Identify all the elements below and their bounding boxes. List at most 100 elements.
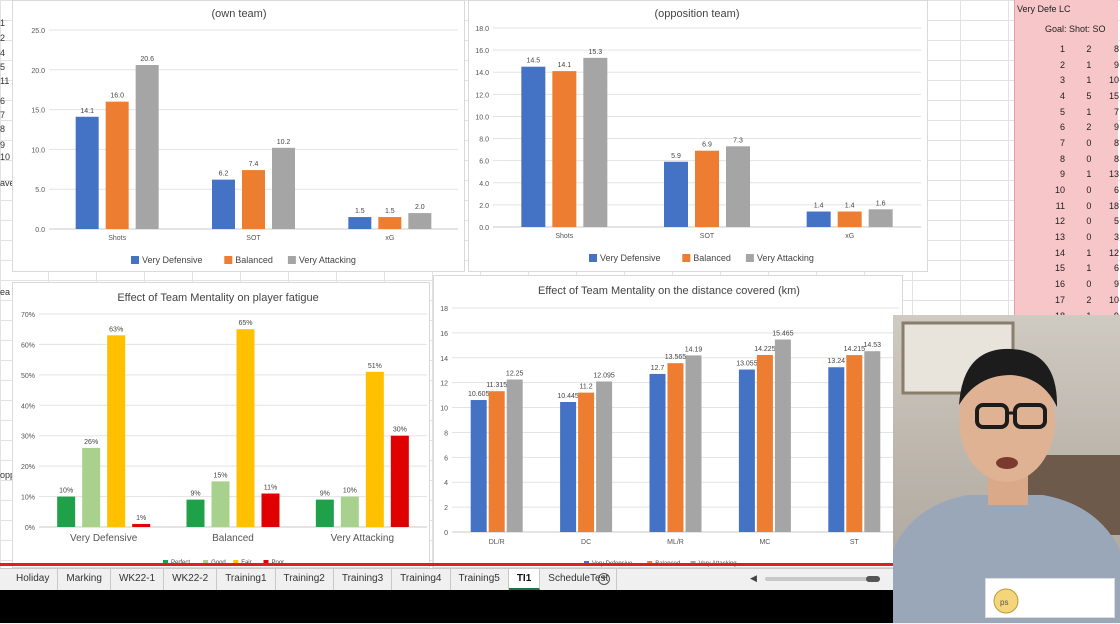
table-cell[interactable]: 0 xyxy=(1086,279,1092,290)
legend-swatch xyxy=(589,254,597,262)
table-cell[interactable]: 2 xyxy=(1086,294,1092,305)
table-cell[interactable]: 1 xyxy=(1086,169,1092,180)
table-row[interactable]: 5 1 7 xyxy=(1015,104,1119,120)
table-cell[interactable]: 0 xyxy=(1086,137,1092,148)
table-cell[interactable]: 4 xyxy=(1060,90,1066,101)
category-label: MC xyxy=(759,539,770,546)
table-row[interactable]: 15 1 6 xyxy=(1015,261,1119,277)
table-row[interactable]: 2 1 9 xyxy=(1015,57,1119,73)
table-cell[interactable]: 15 xyxy=(1055,263,1066,274)
table-cell[interactable]: 9 xyxy=(1113,279,1119,290)
row-number: 1 xyxy=(0,18,6,28)
table-cell[interactable]: 12 xyxy=(1108,247,1119,258)
table-cell[interactable]: 1 xyxy=(1086,59,1092,70)
table-cell[interactable]: 13 xyxy=(1108,169,1119,180)
sheet-tab[interactable]: Training2 xyxy=(276,569,334,590)
table-cell[interactable]: 2 xyxy=(1086,43,1092,54)
chart-distance-covered[interactable]: 0 2 4 6 8 10 12 14 16 18 Effect of Team Mentality … xyxy=(433,275,903,568)
bar xyxy=(828,367,845,532)
table-cell[interactable]: 10 xyxy=(1055,185,1066,196)
table-row[interactable]: 16 0 9 xyxy=(1015,276,1119,292)
y-tick-label: 16.0 xyxy=(475,48,489,55)
pink-data-column[interactable]: Very Defe LC Goal: Shot: SO 1 2 8 2 1 9 3 1 10 4 5… xyxy=(1014,0,1119,368)
table-cell[interactable]: 5 xyxy=(1113,216,1119,227)
table-cell[interactable]: 3 xyxy=(1060,75,1066,86)
table-cell[interactable]: 6 xyxy=(1060,122,1066,133)
table-cell[interactable]: 8 xyxy=(1060,153,1066,164)
table-cell[interactable]: 18 xyxy=(1108,200,1119,211)
table-cell[interactable]: 13 xyxy=(1055,232,1066,243)
table-cell[interactable]: 1 xyxy=(1060,43,1066,54)
table-row[interactable]: 11 0 18 xyxy=(1015,198,1119,214)
data-label: 26% xyxy=(84,439,98,446)
sheet-tab[interactable]: Marking xyxy=(58,569,111,590)
chart-player-fatigue[interactable]: 0% 10% 20% 30% 40% 50% 60% 70% Effect of Team Me… xyxy=(12,282,430,568)
sheet-tab[interactable]: Holiday xyxy=(8,569,59,590)
table-row[interactable]: 6 2 9 xyxy=(1015,119,1119,135)
add-sheet-icon[interactable]: + xyxy=(598,573,610,585)
table-cell[interactable]: 1 xyxy=(1086,75,1092,86)
table-cell[interactable]: 16 xyxy=(1055,279,1066,290)
table-cell[interactable]: 2 xyxy=(1086,122,1092,133)
table-row[interactable]: 8 0 8 xyxy=(1015,151,1119,167)
table-cell[interactable]: 7 xyxy=(1113,106,1119,117)
table-row[interactable]: 7 0 8 xyxy=(1015,135,1119,151)
table-row[interactable]: 9 1 13 xyxy=(1015,167,1119,183)
chart-opposition-team[interactable]: 0.0 2.0 4.0 6.0 8.0 10.0 12.0 14.0 16.0 18.0 (oppo… xyxy=(468,0,928,272)
chart-own-team[interactable]: 0.0 5.0 10.0 15.0 20.0 25.0 (own team) 14.1 16.0… xyxy=(12,0,465,272)
sheet-tab[interactable]: Training5 xyxy=(451,569,509,590)
table-row[interactable]: 13 0 3 xyxy=(1015,229,1119,245)
row-number: 8 xyxy=(0,124,6,134)
scrollbar-thumb[interactable] xyxy=(866,576,880,582)
table-cell[interactable]: 8 xyxy=(1113,137,1119,148)
table-cell[interactable]: 6 xyxy=(1113,263,1119,274)
sheet-tab[interactable]: Training4 xyxy=(392,569,451,590)
table-cell[interactable]: 1 xyxy=(1086,106,1092,117)
table-cell[interactable]: 8 xyxy=(1113,153,1119,164)
data-label: 10.445 xyxy=(557,393,579,400)
table-cell[interactable]: 0 xyxy=(1086,216,1092,227)
table-row[interactable]: 1 2 8 xyxy=(1015,41,1119,57)
table-row[interactable]: 17 2 10 xyxy=(1015,292,1119,308)
scroll-left-icon[interactable]: ◀ xyxy=(750,573,757,583)
spreadsheet-grid[interactable]: 1 2 4 5 11 6 7 8 9 10 ave ea opp 0.0 5.0 10.0 15.0 20.0 2… xyxy=(0,0,1120,568)
table-row[interactable]: 4 5 15 xyxy=(1015,88,1119,104)
sheet-tab[interactable]: Training1 xyxy=(217,569,276,590)
table-cell[interactable]: 8 xyxy=(1113,43,1119,54)
table-row[interactable]: 14 1 12 xyxy=(1015,245,1119,261)
table-cell[interactable]: 0 xyxy=(1086,232,1092,243)
table-row[interactable]: 3 1 10 xyxy=(1015,72,1119,88)
table-cell[interactable]: 17 xyxy=(1055,294,1066,305)
table-cell[interactable]: 7 xyxy=(1060,137,1066,148)
sheet-tab[interactable]: TI1 xyxy=(508,569,541,590)
table-cell[interactable]: 15 xyxy=(1108,90,1119,101)
table-cell[interactable]: 1 xyxy=(1086,263,1092,274)
table-cell[interactable]: 11 xyxy=(1055,200,1066,211)
legend-swatch xyxy=(233,560,239,565)
sheet-tab[interactable]: WK22-2 xyxy=(164,569,218,590)
table-cell[interactable]: 9 xyxy=(1113,122,1119,133)
table-cell[interactable]: 12 xyxy=(1055,216,1066,227)
data-label: 15.465 xyxy=(772,331,794,338)
table-cell[interactable]: 5 xyxy=(1060,106,1066,117)
table-cell[interactable]: 10 xyxy=(1108,75,1119,86)
sheet-tab[interactable]: Training3 xyxy=(334,569,393,590)
sheet-tab[interactable]: WK22-1 xyxy=(111,569,165,590)
table-cell[interactable]: 0 xyxy=(1086,153,1092,164)
table-cell[interactable]: 0 xyxy=(1086,200,1092,211)
table-cell[interactable]: 3 xyxy=(1113,232,1119,243)
table-cell[interactable]: 10 xyxy=(1108,294,1119,305)
horizontal-scrollbar[interactable] xyxy=(765,576,880,582)
table-cell[interactable]: 0 xyxy=(1086,185,1092,196)
table-cell[interactable]: 5 xyxy=(1086,90,1092,101)
table-cell[interactable]: 6 xyxy=(1113,185,1119,196)
table-cell[interactable]: 2 xyxy=(1060,59,1066,70)
table-cell[interactable]: 9 xyxy=(1060,169,1066,180)
table-cell[interactable]: 9 xyxy=(1113,59,1119,70)
table-row[interactable]: 10 0 6 xyxy=(1015,182,1119,198)
table-row[interactable]: 12 0 5 xyxy=(1015,214,1119,230)
table-cell[interactable]: 1 xyxy=(1086,247,1092,258)
y-tick-label: 8 xyxy=(444,430,448,437)
sheet-tab[interactable]: ScheduleTest xyxy=(540,569,618,590)
table-cell[interactable]: 14 xyxy=(1055,247,1066,258)
